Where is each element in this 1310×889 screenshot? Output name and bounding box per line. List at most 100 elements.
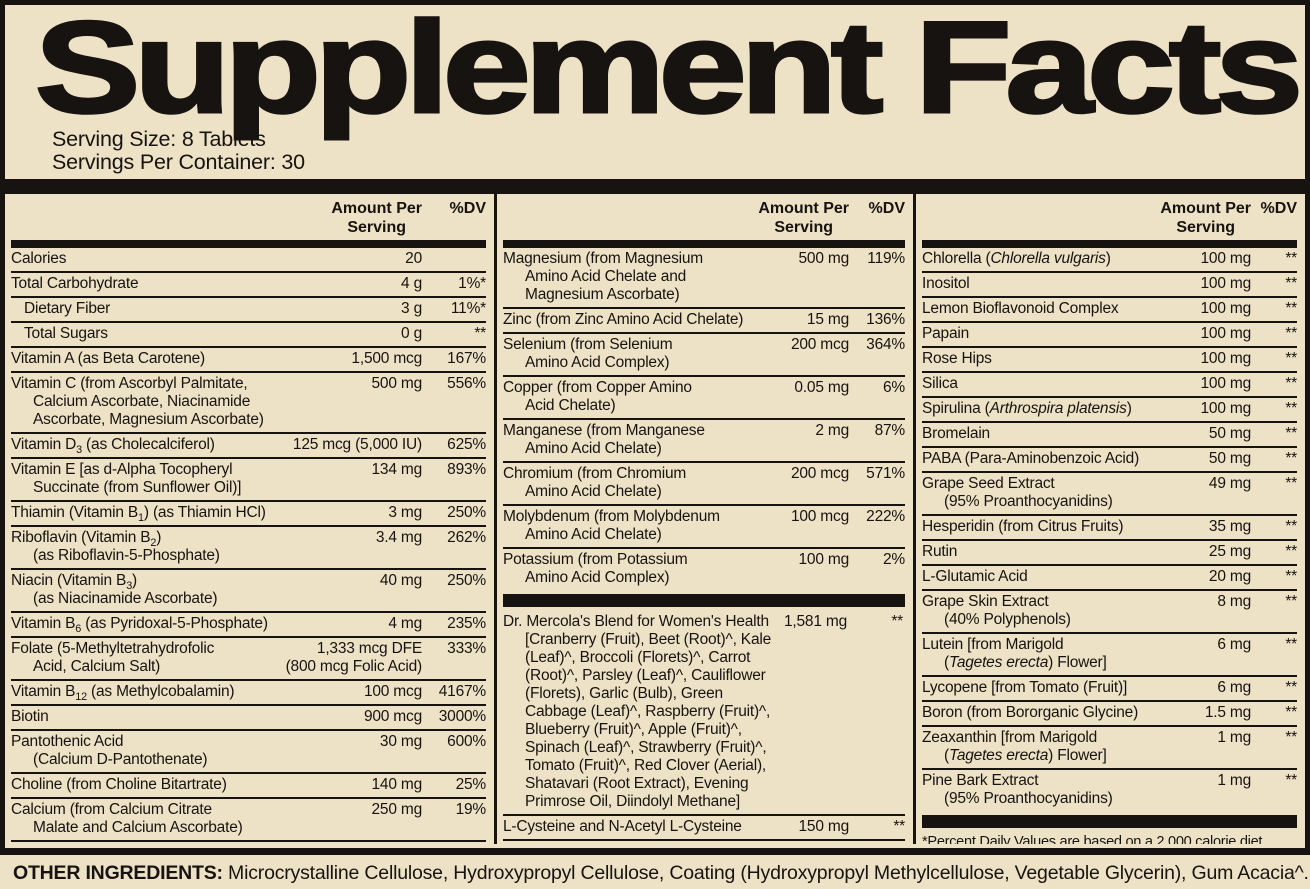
ingredient-row: Chlorella (Chlorella vulgaris) 100 mg ** <box>922 248 1297 271</box>
ingredient-name: Silica <box>922 375 958 393</box>
amount-per-serving-header: Amount Per Serving <box>331 200 422 237</box>
dv-cell: 333% <box>447 640 486 658</box>
dv-cell: ** <box>893 818 905 836</box>
ingredient-name: Riboflavin (Vitamin B2) (as Riboflavin-5-… <box>11 529 220 565</box>
ingredient-row: Inositol 100 mg ** <box>922 271 1297 296</box>
ingredient-name: Potassium (from Potassium Amino Acid Comp… <box>503 551 688 587</box>
dv-cell: 167% <box>447 350 486 368</box>
ingredient-name: Hesperidin (from Citrus Fruits) <box>922 518 1124 536</box>
ingredient-name: Lemon Bioflavonoid Complex <box>922 300 1119 318</box>
ingredient-row: L-Glutamic Acid 20 mg ** <box>922 564 1297 589</box>
ingredient-name: Dr. Mercola's Blend for Women's Health [C… <box>503 613 772 811</box>
ingredient-name: Zeaxanthin [from Marigold (Tagetes erecta… <box>922 729 1107 765</box>
dv-cell: 19% <box>455 801 487 819</box>
ingredient-name: Inositol <box>922 275 970 293</box>
amount-cell: 6 mg <box>1217 679 1251 697</box>
dv-cell: 1%* <box>458 275 486 293</box>
ingredient-row: Lemon Bioflavonoid Complex 100 mg ** <box>922 296 1297 321</box>
ingredient-name: Vitamin B6 (as Pyridoxal-5-Phosphate) <box>11 615 268 636</box>
amount-cell: 3 g <box>401 300 422 318</box>
label-header: Supplement Facts Serving Size: 8 Tablets… <box>5 5 1305 174</box>
ingredient-row: Pantothenic Acid (Calcium D-Pantothenate)… <box>11 729 486 772</box>
ingredient-row: PABA (Para-Aminobenzoic Acid) 50 mg ** <box>922 446 1297 471</box>
amount-cell: 3 mg <box>388 504 422 522</box>
page-title: Supplement Facts <box>33 0 1305 140</box>
amount-cell: 1,333 mcg DFE (800 mcg Folic Acid) <box>285 640 423 676</box>
ingredient-name: Molybdenum (from Molybdenum Amino Acid Ch… <box>503 508 720 544</box>
amount-cell: 1.5 mg <box>1204 704 1251 722</box>
amount-cell: 15 mg <box>806 311 849 329</box>
ingredient-name: Boron (from Bororganic Glycine) <box>922 704 1139 722</box>
ingredient-row: Grape Skin Extract (40% Polyphenols) 8 mg… <box>922 589 1297 632</box>
serving-size: Serving Size: 8 Tablets <box>52 127 266 152</box>
ingredient-row: Molybdenum (from Molybdenum Amino Acid Ch… <box>503 504 905 547</box>
dv-cell: 222% <box>866 508 905 526</box>
amount-cell: 20 mg <box>1208 568 1251 586</box>
amount-cell: 250 mg <box>371 801 423 819</box>
percent-dv-header: %DV <box>1260 200 1297 218</box>
amount-cell: 125 mcg (5,000 IU) <box>292 436 422 454</box>
ingredient-name: Vitamin B12 (as Methylcobalamin) <box>11 683 235 704</box>
dv-cell: ** <box>1285 300 1297 318</box>
amount-cell: 4 g <box>401 275 422 293</box>
amount-cell: 500 mg <box>798 250 850 268</box>
ingredient-rows: Magnesium (from Magnesium Amino Acid Chel… <box>503 248 905 844</box>
amount-cell: 100 mg <box>1200 275 1252 293</box>
ingredient-name: Chromium (from Chromium Amino Acid Chelat… <box>503 465 687 501</box>
ingredient-row: Dietary Fiber 3 g 11%* <box>11 296 486 321</box>
dv-cell: ** <box>1285 375 1297 393</box>
ingredient-name: L-Cysteine and N-Acetyl L-Cysteine <box>503 818 742 836</box>
ingredient-row: Manganese (from Manganese Amino Acid Chel… <box>503 418 905 461</box>
ingredient-row: Calories 20 <box>11 248 486 271</box>
ingredient-row: Choline (from Choline Bitartrate) 140 mg… <box>11 772 486 797</box>
ingredient-row: Niacin (Vitamin B3) (as Niacinamide Ascor… <box>11 568 486 611</box>
column-1: Amount Per Serving %DV Calories 20 Total… <box>5 194 494 844</box>
footnote: *Percent Daily Values are based on a 2,0… <box>922 834 1266 845</box>
ingredient-row: Rutin 25 mg ** <box>922 539 1297 564</box>
spacer <box>11 199 331 237</box>
dv-cell: ** <box>1285 568 1297 586</box>
ingredient-name: Total Carbohydrate <box>11 275 139 293</box>
amount-cell: 100 mg <box>1200 375 1252 393</box>
percent-dv-header: %DV <box>449 200 486 218</box>
amount-cell: 134 mg <box>371 461 423 479</box>
ingredient-name: Grape Skin Extract (40% Polyphenols) <box>922 593 1071 629</box>
supplement-facts-panel: Supplement Facts Serving Size: 8 Tablets… <box>0 0 1310 855</box>
column-3: Amount Per Serving %DV Chlorella (Chlore… <box>913 194 1305 845</box>
column-header-bar <box>503 240 905 249</box>
ingredient-row: Vitamin B12 (as Methylcobalamin) 100 mcg… <box>11 679 486 704</box>
ingredient-row: Calcium (from Calcium Citrate Malate and … <box>11 797 486 840</box>
column-3-header: Amount Per Serving %DV <box>922 197 1297 237</box>
ingredient-name: Magnesium (from Magnesium Amino Acid Chel… <box>503 250 704 304</box>
ingredient-row: Riboflavin (Vitamin B2) (as Riboflavin-5-… <box>11 525 486 568</box>
dv-cell: 262% <box>447 529 486 547</box>
ingredient-row: Magnesium (from Magnesium Amino Acid Chel… <box>503 248 905 307</box>
dv-cell: 119% <box>867 250 905 268</box>
amount-cell: 200 mcg <box>790 336 849 354</box>
ingredient-name: Copper (from Copper Amino Acid Chelate) <box>503 379 692 415</box>
amount-cell: 100 mcg <box>363 683 422 701</box>
ingredient-row: Iodine (from Kelp) 200 mcg 133% <box>11 840 486 844</box>
ingredient-name: Papain <box>922 325 970 343</box>
section-divider-bar <box>922 815 1297 829</box>
dv-cell: ** <box>891 613 903 631</box>
amount-cell: 8 mg <box>1217 593 1251 611</box>
dv-cell: 571% <box>866 465 905 483</box>
amount-cell: 1 mg <box>1217 729 1251 747</box>
ingredient-row: Dr. Mercola's Blend for Women's Health [C… <box>503 611 905 814</box>
ingredient-name: Rutin <box>922 543 958 561</box>
amount-cell: 100 mcg <box>790 508 849 526</box>
column-header-bar <box>11 240 486 249</box>
dv-cell: 600% <box>447 733 486 751</box>
dv-cell: 25% <box>455 776 487 794</box>
dv-cell: ** <box>1285 350 1297 368</box>
dv-cell: ** <box>1285 679 1297 697</box>
ingredient-row: Silica 100 mg ** <box>922 371 1297 396</box>
spacer <box>922 199 1160 237</box>
amount-cell: 100 mg <box>1200 250 1252 268</box>
ingredient-row: Lycopene [from Tomato (Fruit)] 6 mg ** <box>922 675 1297 700</box>
section-divider-bar <box>503 594 905 608</box>
amount-cell: 2 mg <box>815 422 849 440</box>
ingredient-row: Grape Seed Extract (95% Proanthocyanidins… <box>922 471 1297 514</box>
dv-cell: ** <box>474 325 486 343</box>
